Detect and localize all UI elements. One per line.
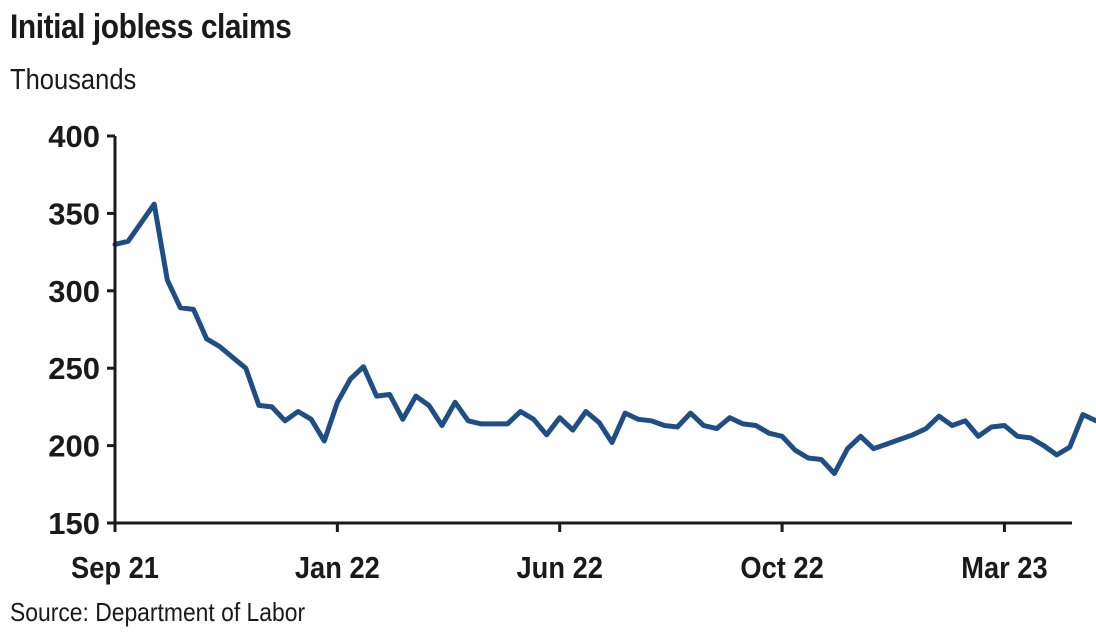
x-tick-label: Oct 22 — [740, 551, 823, 585]
y-tick-label: 250 — [48, 351, 100, 386]
y-tick-label: 150 — [48, 506, 100, 541]
x-axis-ticks: Sep 21 Jan 22 Jun 22 Oct 22 Mar 23 — [71, 523, 1048, 585]
x-tick-label: Jan 22 — [295, 551, 380, 585]
series-line-jobless-claims — [112, 201, 1096, 476]
y-tick-label: 400 — [48, 119, 100, 154]
x-tick-label: Mar 23 — [961, 551, 1047, 585]
x-tick-label: Jun 22 — [517, 551, 603, 585]
y-axis-ticks: 150 200 250 300 350 400 — [48, 119, 115, 541]
chart-subtitle: Thousands — [10, 64, 137, 96]
y-tick-label: 300 — [48, 274, 100, 309]
source-note: Source: Department of Labor — [10, 597, 306, 627]
y-tick-label: 200 — [48, 429, 100, 464]
y-tick-label: 350 — [48, 196, 100, 231]
x-tick-label: Sep 21 — [71, 551, 159, 585]
chart-title: Initial jobless claims — [10, 8, 292, 46]
